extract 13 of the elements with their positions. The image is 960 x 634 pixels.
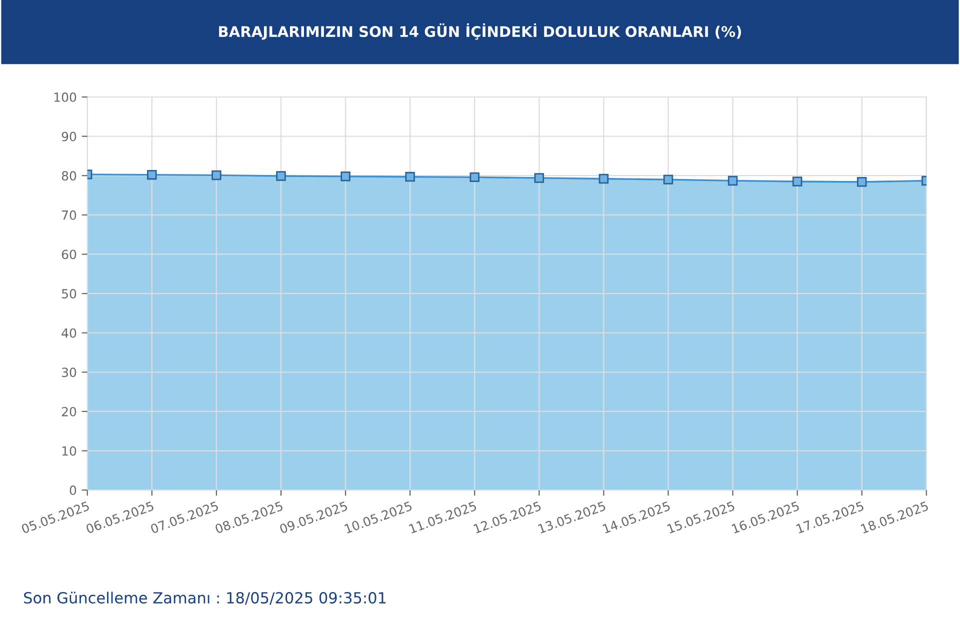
y-tick-label: 30 [62, 368, 76, 378]
y-tick-label: 90 [62, 132, 76, 142]
y-tick-label: 0 [70, 486, 76, 496]
y-tick-label: 40 [62, 328, 76, 338]
y-tick-label: 100 [54, 92, 76, 102]
y-tick-label: 10 [62, 446, 76, 456]
y-tick-label: 50 [62, 289, 76, 298]
text: Son Güncelleme Zamanı : 18/05/2025 09:35:01 [24, 592, 386, 605]
y-tick-label: 20 [62, 406, 76, 416]
chart-title: BARAJLARIMIZIN SON 14 GÜN İÇİNDEKİ DOLULUK ORANLARI (%) [219, 23, 742, 40]
y-tick-label: 80 [62, 171, 76, 181]
y-tick-label: 70 [62, 210, 76, 220]
y-tick-label: 60 [62, 250, 76, 260]
